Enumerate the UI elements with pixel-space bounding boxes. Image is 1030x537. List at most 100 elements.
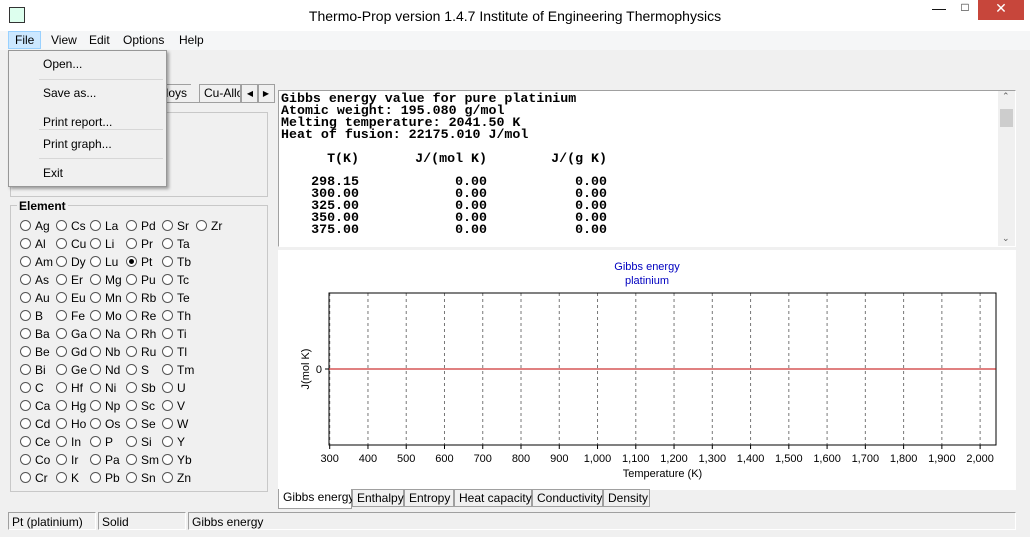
radio-button[interactable] <box>90 364 101 375</box>
element-label[interactable]: Ce <box>35 435 51 449</box>
element-label[interactable]: Nb <box>105 345 121 359</box>
element-label[interactable]: Sc <box>141 399 156 413</box>
radio-button[interactable] <box>90 256 101 267</box>
element-label[interactable]: Zr <box>211 219 223 233</box>
radio-button[interactable] <box>56 274 67 285</box>
radio-button[interactable] <box>56 310 67 321</box>
radio-button[interactable] <box>126 238 137 249</box>
element-label[interactable]: K <box>71 471 80 485</box>
element-label[interactable]: Cs <box>71 219 86 233</box>
element-label[interactable]: Tb <box>177 255 192 269</box>
minimize-button[interactable]: — <box>932 0 946 16</box>
element-label[interactable]: Ni <box>105 381 117 395</box>
radio-button[interactable] <box>126 400 137 411</box>
element-label[interactable]: Pa <box>105 453 120 467</box>
element-label[interactable]: Sb <box>141 381 156 395</box>
radio-button[interactable] <box>162 220 173 231</box>
tab-scroll-left[interactable]: ◀ <box>241 84 259 103</box>
scroll-up[interactable]: ⌃ <box>1002 91 1010 101</box>
element-label[interactable]: Hg <box>71 399 87 413</box>
radio-button[interactable] <box>56 346 67 357</box>
radio-button[interactable] <box>90 382 101 393</box>
radio-button[interactable] <box>162 418 173 429</box>
menu-option[interactable]: Save as... <box>43 86 97 100</box>
radio-button[interactable] <box>56 400 67 411</box>
element-label[interactable]: Pb <box>105 471 120 485</box>
radio-button[interactable] <box>20 418 31 429</box>
element-label[interactable]: V <box>177 399 186 413</box>
element-label[interactable]: Am <box>35 255 53 269</box>
radio-button[interactable] <box>126 454 137 465</box>
element-label[interactable]: Y <box>177 435 186 449</box>
element-label[interactable]: Tm <box>177 363 195 377</box>
radio-button[interactable] <box>196 220 207 231</box>
element-label[interactable]: Er <box>71 273 83 287</box>
radio-button[interactable] <box>90 292 101 303</box>
radio-button[interactable] <box>162 472 173 483</box>
radio-button[interactable] <box>56 382 67 393</box>
scrollbar[interactable]: ⌃ ⌄ <box>998 91 1015 246</box>
radio-button[interactable] <box>56 256 67 267</box>
radio-button[interactable] <box>126 328 137 339</box>
element-label[interactable]: Ag <box>35 219 50 233</box>
radio-button[interactable] <box>56 328 67 339</box>
element-label[interactable]: Eu <box>71 291 86 305</box>
element-label[interactable]: Al <box>35 237 46 251</box>
element-label[interactable]: La <box>105 219 119 233</box>
element-label[interactable]: Bi <box>35 363 46 377</box>
radio-button[interactable] <box>162 454 173 465</box>
element-label[interactable]: Sm <box>141 453 159 467</box>
close-button[interactable]: ✕ <box>978 0 1024 20</box>
radio-button[interactable] <box>162 382 173 393</box>
radio-button[interactable] <box>90 418 101 429</box>
radio-button[interactable] <box>20 238 31 249</box>
element-label[interactable]: As <box>35 273 50 287</box>
radio-button[interactable] <box>20 274 31 285</box>
element-label[interactable]: Yb <box>177 453 192 467</box>
radio-button[interactable] <box>90 328 101 339</box>
element-label[interactable]: Ge <box>71 363 88 377</box>
element-label[interactable]: Ba <box>35 327 50 341</box>
radio-button[interactable] <box>20 292 31 303</box>
tab-scroll-right[interactable]: ▶ <box>257 84 275 103</box>
menu-item[interactable]: Options <box>123 33 165 47</box>
menu-item[interactable]: Edit <box>89 33 110 47</box>
radio-button[interactable] <box>56 220 67 231</box>
scroll-thumb[interactable] <box>1000 109 1013 127</box>
radio-button[interactable] <box>126 382 137 393</box>
element-label[interactable]: Pd <box>141 219 156 233</box>
radio-button[interactable] <box>20 220 31 231</box>
radio-button[interactable] <box>56 472 67 483</box>
radio-button[interactable] <box>20 346 31 357</box>
element-label[interactable]: Be <box>35 345 50 359</box>
radio-button[interactable] <box>20 310 31 321</box>
element-label[interactable]: Nd <box>105 363 121 377</box>
radio-button[interactable] <box>126 436 137 447</box>
element-label[interactable]: Si <box>141 435 152 449</box>
menu-option[interactable]: Print graph... <box>43 137 112 151</box>
radio-button[interactable] <box>162 436 173 447</box>
menu-item[interactable]: Help <box>179 33 204 47</box>
radio-button[interactable] <box>126 346 137 357</box>
element-label[interactable]: Sn <box>141 471 156 485</box>
radio-button[interactable] <box>162 346 173 357</box>
radio-button[interactable] <box>90 238 101 249</box>
tab[interactable]: Gibbs energy <box>278 489 354 509</box>
element-label[interactable]: Ga <box>71 327 88 341</box>
element-label[interactable]: Mn <box>105 291 122 305</box>
element-label[interactable]: S <box>141 363 150 377</box>
element-label[interactable]: Mg <box>105 273 122 287</box>
radio-button[interactable] <box>20 436 31 447</box>
radio-button[interactable] <box>90 346 101 357</box>
menu-option[interactable]: Open... <box>43 57 83 71</box>
tab[interactable]: Cu-Allo <box>199 84 241 103</box>
element-label[interactable]: Hf <box>71 381 83 395</box>
element-label[interactable]: Ta <box>177 237 190 251</box>
radio-button[interactable] <box>126 220 137 231</box>
element-label[interactable]: Ca <box>35 399 51 413</box>
radio-button[interactable] <box>56 418 67 429</box>
radio-button[interactable] <box>162 328 173 339</box>
element-label[interactable]: P <box>105 435 114 449</box>
menu-option[interactable]: Print report... <box>43 115 113 129</box>
radio-button[interactable] <box>56 238 67 249</box>
